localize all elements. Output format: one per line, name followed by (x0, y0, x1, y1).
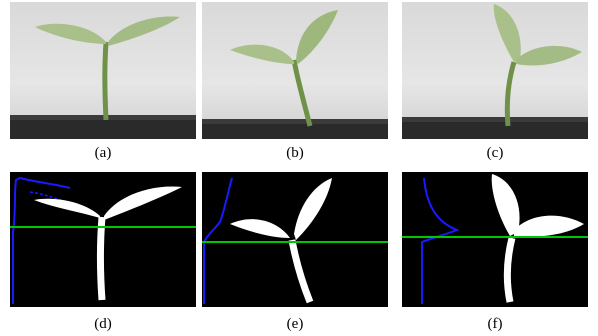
caption-b: (b) (286, 145, 304, 161)
caption-a: (a) (94, 145, 112, 161)
photo-panel-b (202, 2, 388, 139)
photo-panel-a (10, 2, 196, 139)
caption-d: (d) (94, 316, 112, 332)
seedling-photo-b (202, 10, 388, 139)
caption-f: (f) (487, 316, 503, 332)
caption-c: (c) (486, 145, 504, 161)
seedling-silhouette-d (10, 176, 196, 304)
seedling-photo-c (402, 4, 588, 139)
segmentation-panel-d (10, 172, 196, 307)
seedling-silhouette-e (202, 177, 388, 304)
seedling-silhouette-f (402, 174, 588, 304)
seedling-photo-a (10, 16, 196, 139)
segmentation-panel-f (402, 172, 588, 307)
segmentation-panel-e (202, 172, 388, 307)
photo-panel-c (402, 2, 588, 139)
caption-e: (e) (286, 316, 304, 332)
